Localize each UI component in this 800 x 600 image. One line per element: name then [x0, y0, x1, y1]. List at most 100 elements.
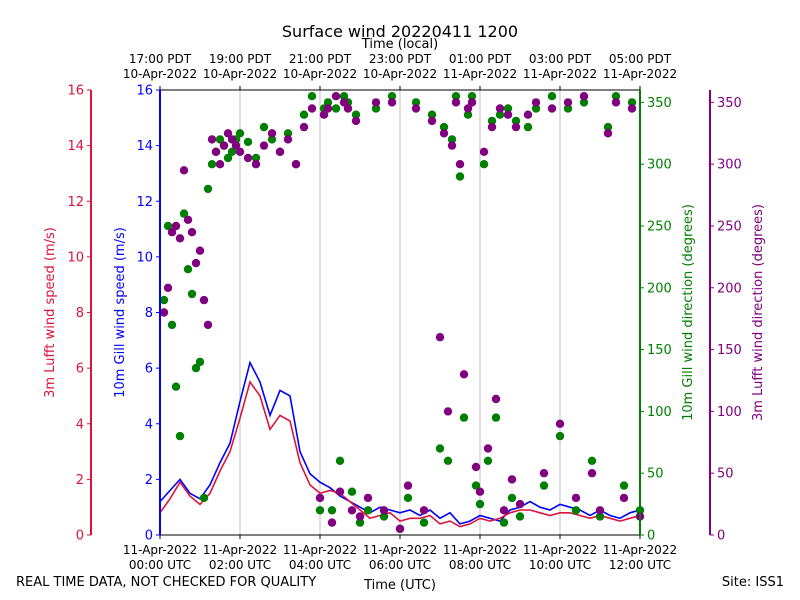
luft_dir-point: [503, 110, 513, 119]
gill_speed-tick-label: 10: [136, 250, 153, 265]
luft_dir-point: [235, 147, 245, 156]
gill_dir-point: [555, 431, 565, 441]
gill_dir-point: [435, 444, 445, 453]
gill_dir-point: [187, 289, 197, 299]
x2-tick-label-date: 10-Apr-2022: [283, 67, 357, 81]
gill_dir-tick-label: 100: [647, 405, 672, 420]
gill_dir-tick-label: 0: [647, 529, 655, 544]
gill_dir-axis-label: 10m Gill wind direction (degrees): [681, 204, 696, 421]
luft_dir-point: [187, 228, 197, 237]
gill_dir-point: [471, 481, 481, 490]
gill_dir-point: [483, 456, 493, 465]
luft_dir-tick-label: 300: [717, 158, 742, 173]
x-tick-label-date: 11-Apr-2022: [283, 543, 357, 557]
luft_dir-point: [403, 481, 413, 490]
gill_dir-point: [455, 172, 465, 181]
gill_dir-point: [159, 295, 169, 305]
luft_dir-point: [435, 333, 445, 342]
luft_dir-point: [163, 283, 173, 292]
gill_dir-point: [243, 137, 253, 147]
gill_speed-line: [159, 360, 641, 525]
gill_dir-tick-label: 150: [647, 343, 672, 358]
luft_dir-point: [171, 221, 181, 231]
luft_dir-point: [419, 506, 429, 515]
x-tick-label-date: 11-Apr-2022: [363, 543, 437, 557]
gill_dir-point: [307, 92, 317, 101]
luft_dir-point: [547, 104, 557, 113]
gill_dir-point: [451, 92, 461, 101]
x2-tick-label-date: 11-Apr-2022: [443, 67, 517, 81]
x2-tick-label-date: 11-Apr-2022: [603, 67, 677, 81]
gill_speed-tick-label: 6: [145, 362, 153, 377]
gill_dir-point: [283, 129, 293, 138]
luft_dir-point: [507, 475, 517, 484]
chart-title: Surface wind 20220411 1200: [282, 22, 518, 41]
x-tick-label-date: 11-Apr-2022: [203, 543, 277, 557]
gill_dir-point: [427, 110, 437, 119]
luft_dir-point: [339, 98, 349, 107]
gill_dir-point: [603, 122, 613, 132]
gill_dir-point: [595, 512, 605, 521]
gill_dir-point: [507, 493, 517, 503]
luft_dir-point: [315, 493, 325, 503]
luft_dir-point: [191, 258, 201, 268]
x-tick-label-date: 11-Apr-2022: [523, 543, 597, 557]
luft_dir-point: [495, 104, 505, 113]
gill_dir-point: [351, 110, 361, 119]
gill_dir-point: [251, 153, 261, 163]
gill_dir-tick-label: 200: [647, 281, 672, 296]
luft_dir-point: [175, 234, 185, 243]
x-axis-label: Time (UTC): [363, 578, 436, 593]
gill_dir-point: [195, 357, 205, 367]
x2-tick-label-time: 17:00 PDT: [129, 52, 192, 66]
gill_dir-point: [511, 116, 521, 126]
luft_dir-point: [439, 129, 449, 138]
x-tick-label-date: 11-Apr-2022: [443, 543, 517, 557]
luft_speed-tick-label: 0: [76, 529, 84, 544]
gill_dir-point: [503, 104, 513, 113]
luft_dir-axis-label: 3m Lufft wind direction (degrees): [751, 204, 766, 421]
luft_dir-point: [291, 160, 301, 169]
luft_dir-point: [347, 506, 357, 515]
luft_dir-point: [539, 469, 549, 478]
x-tick-label-time: 10:00 UTC: [529, 558, 591, 572]
gill_dir-point: [443, 456, 453, 465]
gill_dir-point: [495, 110, 505, 119]
luft_dir-point: [475, 487, 485, 496]
gill_speed-tick-label: 16: [136, 84, 153, 99]
gill_dir-point: [419, 518, 429, 527]
luft_dir-point: [603, 129, 613, 138]
gill_dir-point: [447, 135, 457, 144]
luft_dir-point: [579, 92, 589, 101]
luft_dir-point: [243, 153, 253, 163]
quality-disclaimer: REAL TIME DATA, NOT CHECKED FOR QUALITY: [16, 575, 317, 590]
luft_dir-tick-label: 0: [717, 529, 725, 544]
top-axis-label: Time (local): [361, 37, 438, 52]
luft_dir-point: [479, 147, 489, 156]
luft_dir-point: [627, 104, 637, 113]
x-tick-label-time: 00:00 UTC: [129, 558, 191, 572]
gill_dir-point: [327, 506, 337, 515]
luft_dir-point: [275, 147, 285, 156]
luft_dir-point: [523, 110, 533, 119]
x-tick-label-time: 02:00 UTC: [209, 558, 271, 572]
luft_dir-point: [387, 98, 397, 107]
x-tick-label-date: 11-Apr-2022: [123, 543, 197, 557]
gill_dir-point: [619, 481, 629, 490]
gill_dir-point: [347, 487, 357, 496]
x2-tick-label-date: 10-Apr-2022: [123, 67, 197, 81]
luft_dir-point: [183, 215, 193, 224]
gill_dir-point: [227, 147, 237, 156]
gill_dir-point: [459, 413, 469, 422]
luft_speed-tick-label: 16: [67, 84, 84, 99]
x2-tick-label-time: 21:00 PDT: [289, 52, 352, 66]
luft_dir-point: [515, 499, 525, 509]
luft_speed-tick-label: 4: [76, 417, 84, 432]
gill_dir-point: [387, 92, 397, 101]
gill_dir-point: [207, 160, 217, 169]
gill_speed-tick-label: 2: [145, 473, 153, 488]
luft_dir-point: [223, 129, 233, 138]
x2-tick-label-time: 01:00 PDT: [449, 52, 512, 66]
gill_dir-point: [199, 493, 209, 503]
gill_dir-point: [331, 104, 341, 113]
